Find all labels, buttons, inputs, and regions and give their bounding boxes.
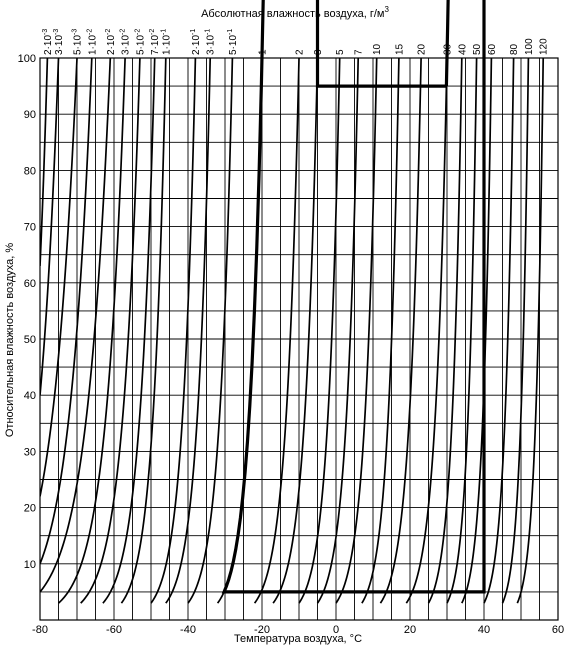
top-tick-label: 10 bbox=[372, 43, 383, 55]
top-tick-label: 1 bbox=[258, 49, 269, 55]
isoline bbox=[253, 58, 300, 604]
isoline bbox=[272, 58, 319, 604]
top-tick-label: 3·10-2 bbox=[120, 29, 132, 55]
top-tick-label: 3 bbox=[313, 49, 324, 55]
isoline bbox=[40, 58, 49, 266]
x-tick-label: -20 bbox=[254, 624, 270, 636]
top-tick-label: 50 bbox=[472, 43, 483, 55]
top-tick-label: 120 bbox=[539, 38, 550, 55]
y-tick-labels: 10 20 30 40 50 60 70 80 90 100 bbox=[18, 53, 36, 571]
top-tick-label: 30 bbox=[443, 43, 454, 55]
y-tick-label: 60 bbox=[24, 278, 36, 290]
isoline bbox=[361, 58, 400, 604]
isoline bbox=[516, 58, 545, 604]
x-tick-label: -80 bbox=[32, 624, 48, 636]
isoline bbox=[40, 58, 93, 565]
top-tick-label: 2·10-2 bbox=[105, 29, 117, 55]
y-tick-label: 20 bbox=[24, 503, 36, 515]
x-tick-label: -40 bbox=[180, 624, 196, 636]
top-tick-labels: 2·10-33·10-35·10-31·10-22·10-23·10-25·10… bbox=[42, 29, 550, 55]
isoline bbox=[483, 58, 515, 604]
y-tick-label: 70 bbox=[24, 222, 36, 234]
isoline bbox=[316, 58, 360, 604]
top-tick-label: 1·10-2 bbox=[86, 29, 98, 55]
top-tick-label: 7·10-2 bbox=[149, 29, 161, 55]
y-tick-label: 80 bbox=[24, 165, 36, 177]
x-tick-label: 60 bbox=[552, 624, 564, 636]
y-tick-label: 50 bbox=[24, 334, 36, 346]
region-outline bbox=[221, 0, 486, 594]
x-axis-title: Температура воздуха, °C bbox=[234, 633, 362, 645]
isoline bbox=[57, 58, 126, 604]
y-tick-label: 10 bbox=[24, 559, 36, 571]
top-tick-label: 2·10-3 bbox=[42, 29, 54, 55]
isoline bbox=[335, 58, 378, 604]
top-tick-label: 3·10-1 bbox=[205, 29, 217, 55]
isoline bbox=[165, 58, 212, 604]
y-tick-label: 90 bbox=[24, 109, 36, 121]
top-tick-label: 80 bbox=[509, 43, 520, 55]
isoline bbox=[187, 58, 234, 604]
isoline bbox=[298, 58, 341, 604]
isoline bbox=[40, 58, 112, 593]
y-tick-label: 40 bbox=[24, 390, 36, 402]
top-tick-label: 20 bbox=[417, 43, 428, 55]
top-tick-label: 5 bbox=[335, 49, 346, 55]
top-axis-title: Абсолютная влажность воздуха, г/м3 bbox=[201, 5, 389, 20]
top-tick-label: 100 bbox=[524, 38, 535, 55]
region-boundary bbox=[221, 0, 486, 594]
isoline bbox=[120, 58, 167, 604]
isoline bbox=[379, 58, 422, 604]
top-tick-label: 5·10-1 bbox=[227, 29, 239, 55]
isoline bbox=[461, 58, 493, 604]
top-tick-label: 3·10-3 bbox=[53, 29, 65, 55]
x-tick-label: -60 bbox=[106, 624, 122, 636]
y-tick-label: 30 bbox=[24, 446, 36, 458]
isoline-curves bbox=[40, 58, 545, 604]
x-tick-label: 0 bbox=[333, 624, 339, 636]
grid bbox=[40, 58, 558, 620]
isoline bbox=[427, 58, 463, 604]
x-tick-label: 40 bbox=[478, 624, 490, 636]
top-tick-label: 5·10-2 bbox=[134, 29, 146, 55]
plot-frame bbox=[39, 57, 559, 621]
top-tick-label: 5·10-3 bbox=[72, 29, 84, 55]
top-tick-label: 15 bbox=[394, 43, 405, 55]
x-tick-labels: -80 -60 -40 -20 0 20 40 60 bbox=[32, 624, 564, 636]
top-tick-label: 7 bbox=[354, 49, 365, 55]
top-tick-label: 2·10-1 bbox=[190, 29, 202, 55]
isoline bbox=[102, 58, 156, 604]
isoline bbox=[80, 58, 141, 604]
top-tick-label: 40 bbox=[457, 43, 468, 55]
y-axis-title: Относительная влажность воздуха, % bbox=[4, 243, 16, 437]
isoline bbox=[446, 58, 478, 604]
top-tick-label: 2 bbox=[295, 49, 306, 55]
isoline bbox=[150, 58, 197, 604]
top-tick-label: 60 bbox=[487, 43, 498, 55]
isoline bbox=[501, 58, 530, 604]
y-tick-label: 100 bbox=[18, 53, 36, 65]
isoline bbox=[40, 58, 60, 396]
x-tick-label: 20 bbox=[404, 624, 416, 636]
isoline bbox=[40, 58, 78, 497]
isoline bbox=[405, 58, 448, 604]
top-tick-label: 1·10-1 bbox=[160, 29, 172, 55]
